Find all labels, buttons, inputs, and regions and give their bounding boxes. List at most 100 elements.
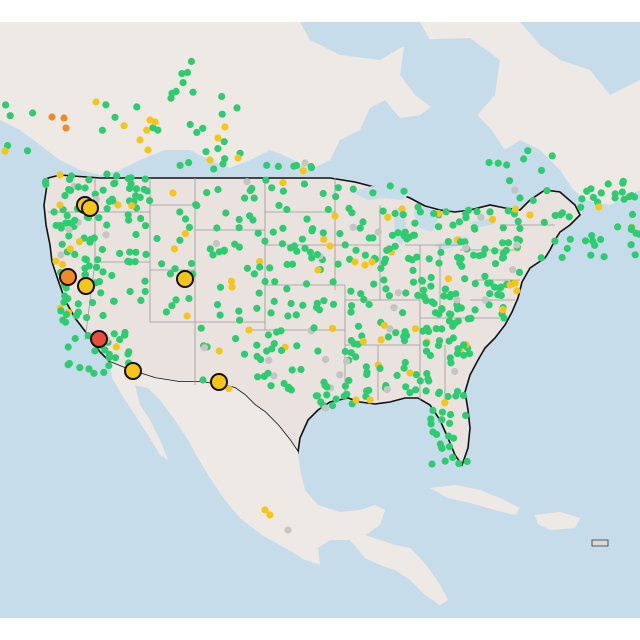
station-good-marker[interactable] <box>176 161 184 169</box>
station-good-marker[interactable] <box>62 219 70 227</box>
station-good-marker[interactable] <box>524 147 532 155</box>
station-good-marker[interactable] <box>215 248 223 256</box>
station-good-marker[interactable] <box>543 187 551 195</box>
station-good-marker[interactable] <box>141 175 149 183</box>
station-good-marker[interactable] <box>255 289 263 297</box>
station-good-marker[interactable] <box>235 224 243 232</box>
station-good-marker[interactable] <box>90 369 98 377</box>
station-good-marker[interactable] <box>125 348 133 356</box>
station-good-marker[interactable] <box>438 325 446 333</box>
station-good-marker[interactable] <box>62 310 70 319</box>
station-good-marker[interactable] <box>74 183 82 191</box>
station-good-marker[interactable] <box>132 230 140 239</box>
station-good-marker[interactable] <box>369 234 377 242</box>
station-good-marker[interactable] <box>116 336 124 344</box>
station-good-marker[interactable] <box>263 161 271 169</box>
station-good-marker[interactable] <box>319 189 327 198</box>
station-good-marker[interactable] <box>218 110 226 118</box>
station-good-marker[interactable] <box>121 331 129 339</box>
station-good-marker[interactable] <box>347 349 355 357</box>
station-nodata-marker[interactable] <box>57 251 65 259</box>
station-good-marker[interactable] <box>181 215 190 223</box>
station-nodata-marker[interactable] <box>451 367 459 376</box>
station-good-marker[interactable] <box>435 388 443 396</box>
station-good-marker[interactable] <box>537 166 546 174</box>
station-good-marker[interactable] <box>631 251 639 259</box>
station-good-marker[interactable] <box>279 224 287 232</box>
station-good-marker[interactable] <box>61 192 69 200</box>
station-moderate-marker[interactable] <box>221 123 229 131</box>
station-good-marker[interactable] <box>125 216 133 224</box>
station-moderate-marker[interactable] <box>320 235 328 243</box>
station-good-marker[interactable] <box>249 216 257 224</box>
station-good-marker[interactable] <box>61 292 69 300</box>
station-good-marker[interactable] <box>452 290 460 298</box>
station-good-marker[interactable] <box>313 392 322 400</box>
station-good-marker[interactable] <box>454 345 462 353</box>
station-good-marker[interactable] <box>6 112 14 120</box>
station-good-marker[interactable] <box>409 278 418 286</box>
station-good-marker[interactable] <box>479 250 487 258</box>
station-good-marker[interactable] <box>548 152 556 160</box>
station-good-marker[interactable] <box>2 101 10 109</box>
station-good-marker[interactable] <box>171 265 179 273</box>
station-good-marker[interactable] <box>261 277 269 286</box>
station-good-marker[interactable] <box>57 307 65 315</box>
station-usg-marker[interactable] <box>48 113 56 121</box>
station-good-marker[interactable] <box>446 419 454 427</box>
station-good-marker[interactable] <box>491 260 500 268</box>
station-good-marker[interactable] <box>516 224 524 233</box>
station-good-marker[interactable] <box>124 211 132 219</box>
station-good-marker[interactable] <box>82 256 90 264</box>
station-good-marker[interactable] <box>250 194 258 202</box>
station-moderate-marker[interactable] <box>380 321 388 329</box>
station-good-marker[interactable] <box>140 185 148 193</box>
station-moderate-marker[interactable] <box>92 98 100 106</box>
station-good-marker[interactable] <box>413 253 421 261</box>
station-good-marker[interactable] <box>385 292 393 300</box>
station-nodata-marker[interactable] <box>343 357 351 365</box>
station-good-marker[interactable] <box>288 366 296 374</box>
station-good-marker[interactable] <box>383 246 391 254</box>
station-good-marker[interactable] <box>422 339 430 347</box>
station-moderate-marker[interactable] <box>351 258 359 266</box>
station-moderate-marker[interactable] <box>225 385 233 393</box>
station-good-marker[interactable] <box>126 287 134 296</box>
station-good-marker[interactable] <box>491 247 499 255</box>
station-good-marker[interactable] <box>565 213 573 221</box>
station-nodata-marker[interactable] <box>336 371 344 379</box>
station-good-marker[interactable] <box>273 328 281 336</box>
station-moderate-marker[interactable] <box>526 211 534 219</box>
station-good-marker[interactable] <box>187 259 196 268</box>
station-moderate-marker[interactable] <box>245 326 253 334</box>
station-good-marker[interactable] <box>520 155 528 163</box>
station-good-marker[interactable] <box>210 165 218 173</box>
station-good-marker[interactable] <box>158 260 166 268</box>
station-good-marker[interactable] <box>213 224 221 232</box>
station-good-marker[interactable] <box>423 370 431 378</box>
station-good-marker[interactable] <box>60 298 68 306</box>
station-good-marker[interactable] <box>303 215 311 223</box>
station-nodata-marker[interactable] <box>513 241 521 249</box>
station-good-marker[interactable] <box>380 258 388 267</box>
station-moderate-marker[interactable] <box>143 126 151 134</box>
station-moderate-marker[interactable] <box>368 258 376 266</box>
station-good-marker[interactable] <box>471 306 479 314</box>
station-good-marker[interactable] <box>420 286 428 294</box>
station-good-marker[interactable] <box>499 239 507 247</box>
station-moderate-marker[interactable] <box>331 212 339 220</box>
station-good-marker[interactable] <box>414 291 422 299</box>
station-good-marker[interactable] <box>597 235 605 244</box>
station-moderate-marker[interactable] <box>411 325 420 333</box>
station-good-marker[interactable] <box>496 284 504 292</box>
station-nodata-marker[interactable] <box>481 296 489 304</box>
station-good-marker[interactable] <box>100 368 108 376</box>
station-good-marker[interactable] <box>178 70 186 78</box>
station-good-marker[interactable] <box>179 79 187 87</box>
station-good-marker[interactable] <box>172 87 180 95</box>
station-good-marker[interactable] <box>454 317 462 325</box>
station-good-marker[interactable] <box>267 309 275 317</box>
station-good-marker[interactable] <box>376 364 384 372</box>
station-good-marker[interactable] <box>146 197 154 205</box>
station-moderate-marker[interactable] <box>112 343 120 351</box>
